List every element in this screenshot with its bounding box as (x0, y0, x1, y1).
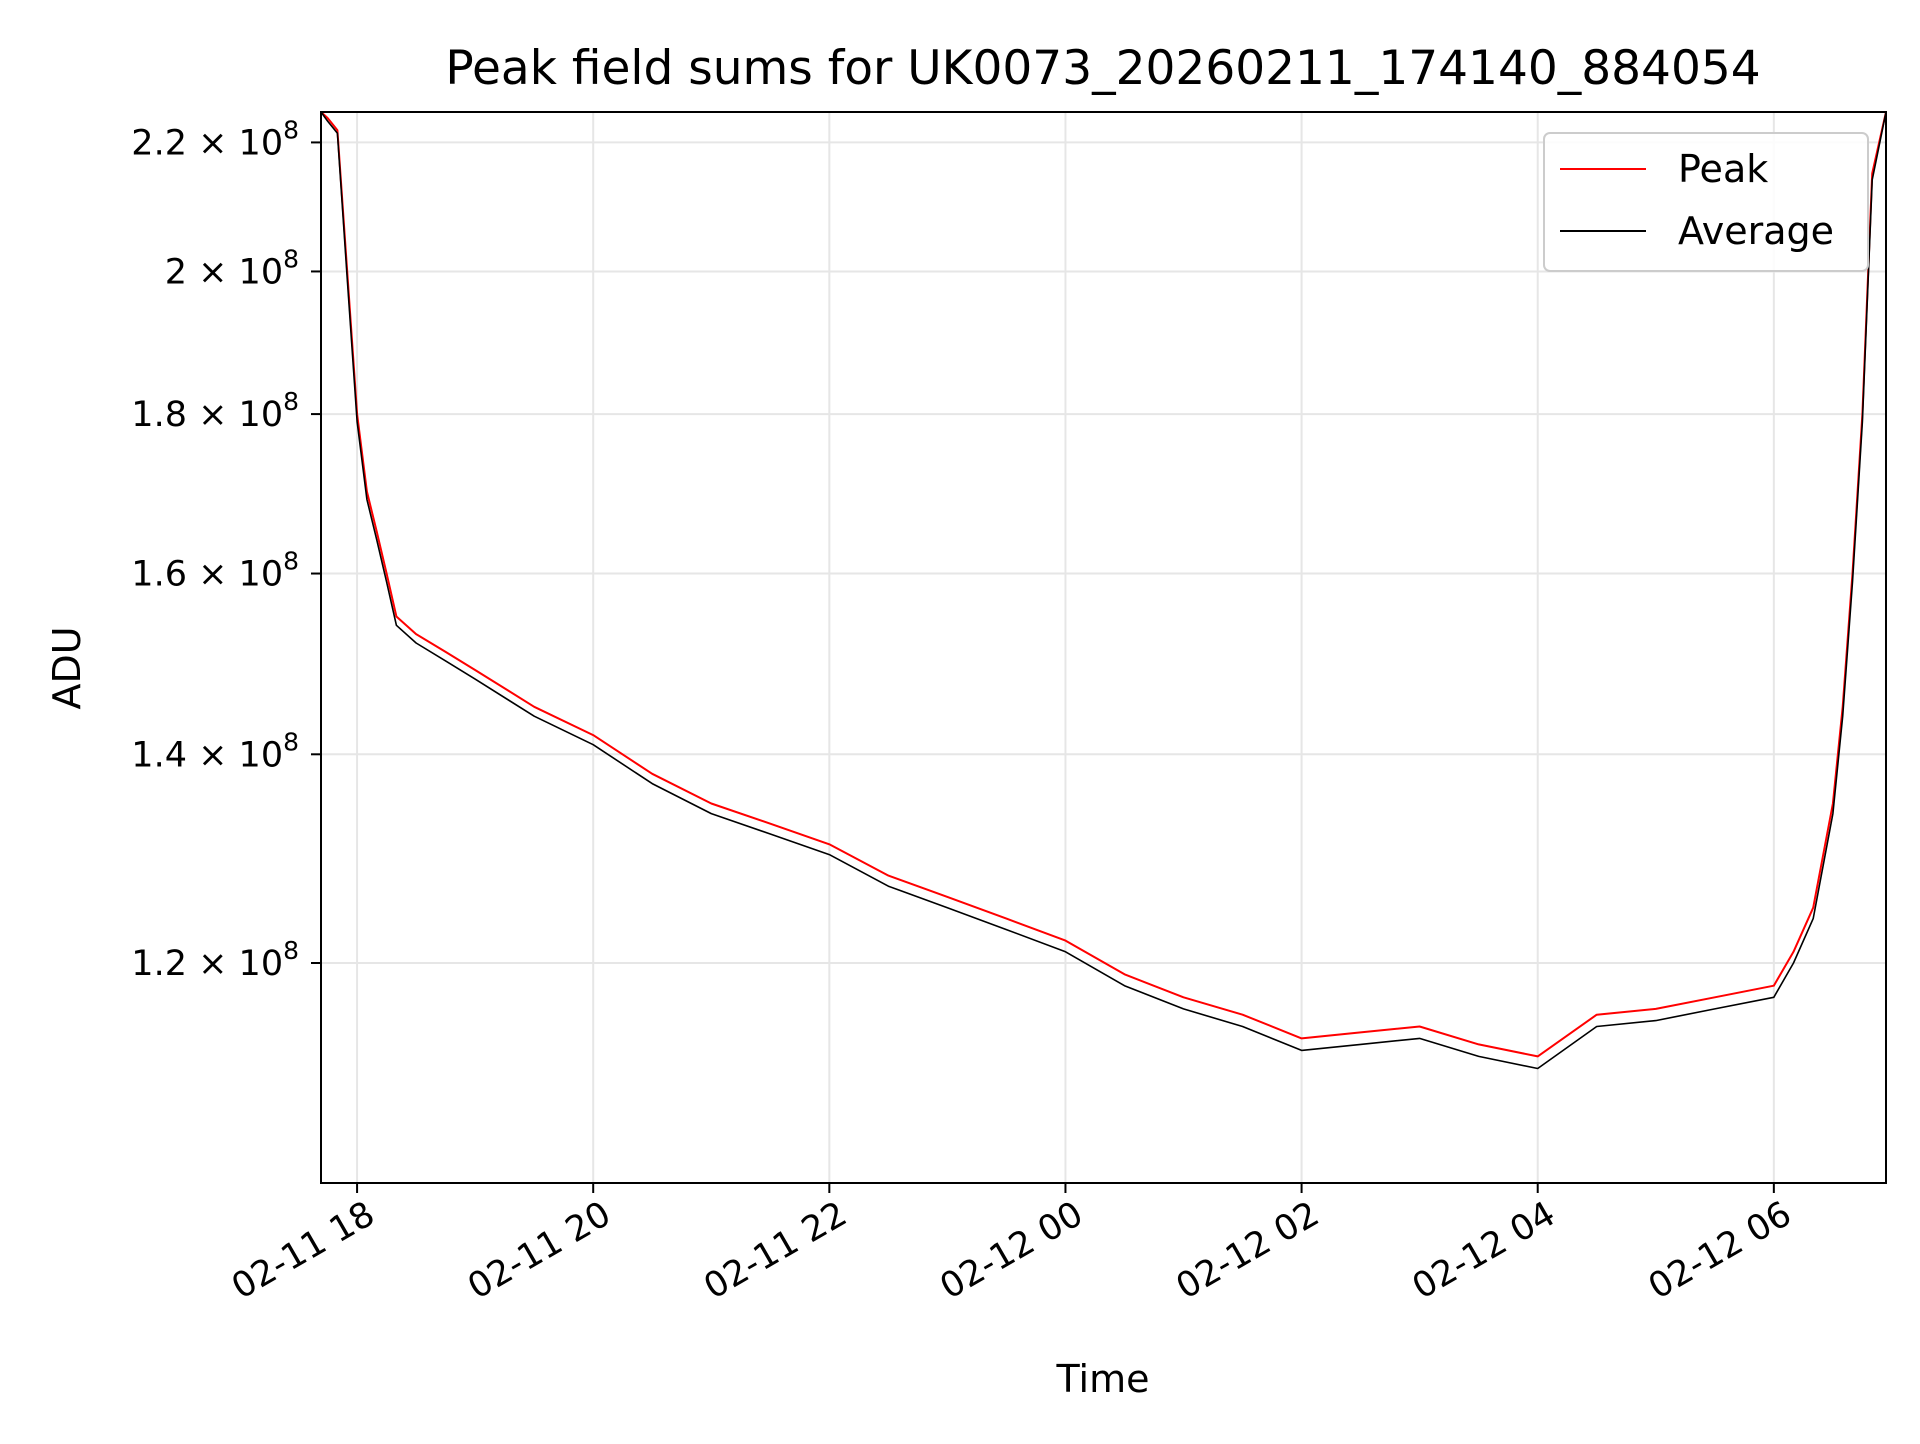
y-tick-label: 1.6 × 108 (131, 547, 299, 595)
y-tick-exponent: 8 (283, 936, 299, 965)
y-tick-exponent: 8 (283, 727, 299, 756)
y-tick-label: 2.2 × 108 (131, 115, 299, 163)
y-tick-times-sign: × 10 (187, 735, 283, 775)
series-layer (320, 111, 1887, 1070)
y-tick-times-sign: × 10 (187, 555, 283, 595)
legend-label-peak: Peak (1678, 147, 1768, 191)
y-tick-times-sign: × 10 (187, 252, 283, 292)
y-axis-label: ADU (45, 626, 89, 709)
series-line-peak (320, 111, 1887, 1058)
y-tick-times-sign: × 10 (187, 395, 283, 435)
y-tick-mantissa: 1.6 (131, 555, 187, 595)
y-tick-mantissa: 2.2 (131, 123, 187, 163)
grid (321, 112, 1886, 1183)
y-tick-mantissa: 1.4 (131, 735, 187, 775)
legend: Peak Average (1543, 132, 1869, 272)
legend-label-average: Average (1678, 209, 1834, 253)
y-tick-mantissa: 1.2 (131, 944, 187, 984)
chart-title: Peak field sums for UK0073_20260211_1741… (445, 41, 1760, 96)
legend-box (1543, 132, 1869, 272)
series-line-average (320, 111, 1887, 1070)
y-tick-label: 2 × 108 (165, 244, 299, 292)
y-tick-exponent: 8 (283, 387, 299, 416)
y-tick-label: 1.2 × 108 (131, 936, 299, 984)
y-tick-exponent: 8 (283, 547, 299, 576)
y-tick-label: 1.4 × 108 (131, 727, 299, 775)
x-axis-label: Time (1056, 1357, 1150, 1401)
y-tick-mantissa: 2 (165, 252, 187, 292)
y-tick-label: 1.8 × 108 (131, 387, 299, 435)
plot-frame (320, 111, 1887, 1184)
y-tick-exponent: 8 (283, 244, 299, 273)
y-tick-times-sign: × 10 (187, 123, 283, 163)
y-tick-mantissa: 1.8 (131, 395, 187, 435)
y-tick-exponent: 8 (283, 115, 299, 144)
y-tick-times-sign: × 10 (187, 944, 283, 984)
